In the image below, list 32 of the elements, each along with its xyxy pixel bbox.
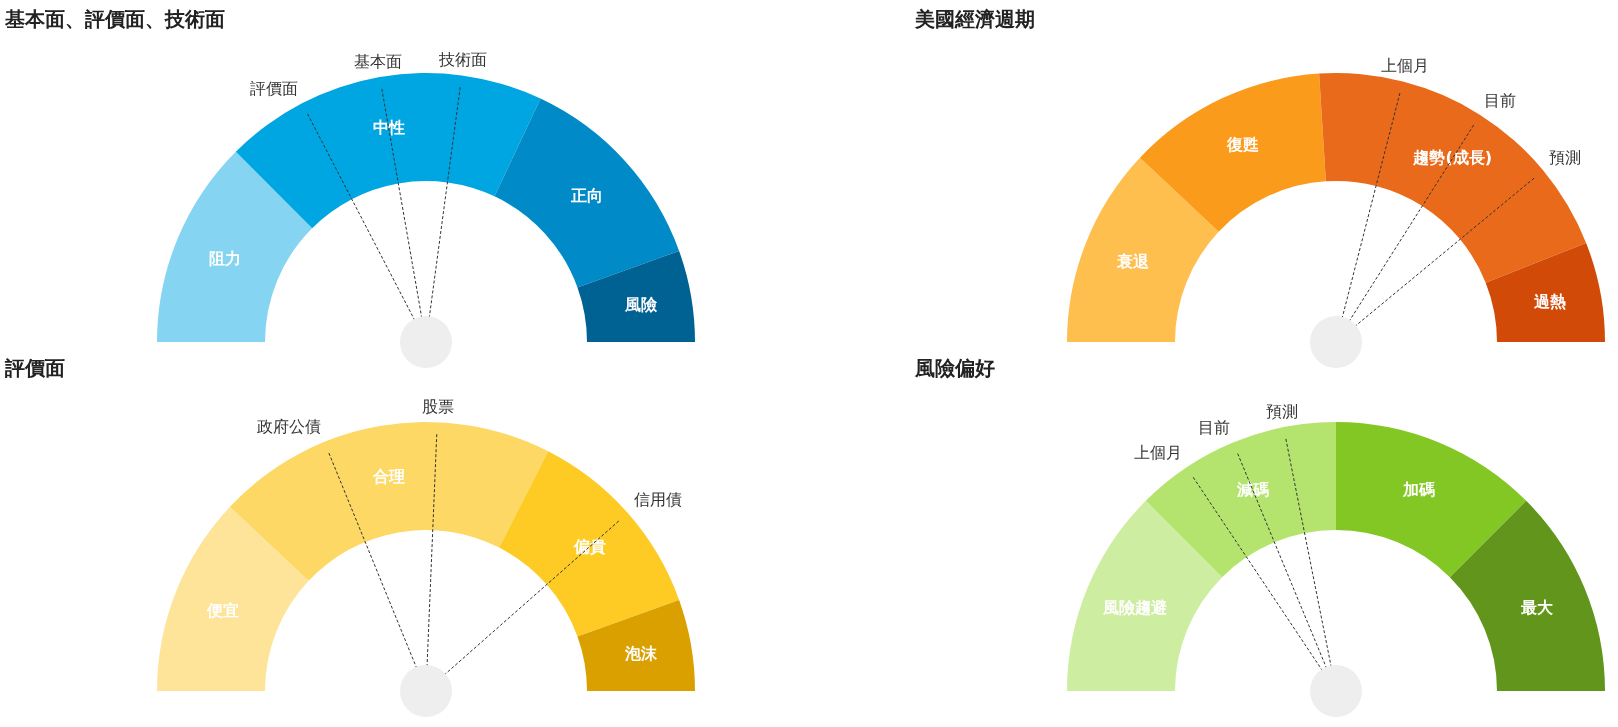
- slice-label: 減碼: [1235, 480, 1269, 500]
- text: 信用債: [633, 490, 682, 510]
- text: 目前: [1198, 417, 1230, 437]
- slice-label: 泡沫: [623, 644, 658, 664]
- slice-label: 正向: [570, 185, 604, 205]
- text: 基本面: [354, 51, 403, 71]
- slice-label: 衰退: [1116, 252, 1151, 272]
- text: 上個月: [1380, 56, 1429, 76]
- slice-label: 趨勢(成長): [1412, 148, 1493, 168]
- slice-label: 加碼: [1402, 480, 1436, 500]
- chart-title: 評價面: [4, 356, 65, 380]
- text: 評價面: [250, 78, 299, 98]
- slice-label: 中性: [372, 117, 405, 137]
- slice-label: 風險: [623, 295, 658, 315]
- slice-label: 便宜: [206, 601, 240, 621]
- text: 上個月: [1134, 443, 1183, 463]
- slice-label: 風險趨避: [1101, 598, 1167, 618]
- chart-title: 美國經濟週期: [914, 7, 1035, 31]
- slice-label: 偏貴: [572, 537, 606, 557]
- slice-label: 阻力: [208, 249, 241, 269]
- chart-title: 基本面、評價面、技術面: [4, 7, 225, 31]
- text: 技術面: [437, 49, 487, 69]
- text: 預測: [1265, 401, 1298, 421]
- chart-title: 風險偏好: [914, 356, 995, 380]
- text: 政府公債: [257, 417, 322, 437]
- slice-label: 復甦: [1226, 135, 1260, 155]
- slice-label: 過熱: [1533, 291, 1567, 311]
- text: 預測: [1549, 147, 1582, 167]
- slice-label: 最大: [1520, 598, 1555, 618]
- text: 目前: [1484, 90, 1517, 110]
- text: 股票: [421, 396, 454, 416]
- slice-label: 合理: [371, 466, 405, 486]
